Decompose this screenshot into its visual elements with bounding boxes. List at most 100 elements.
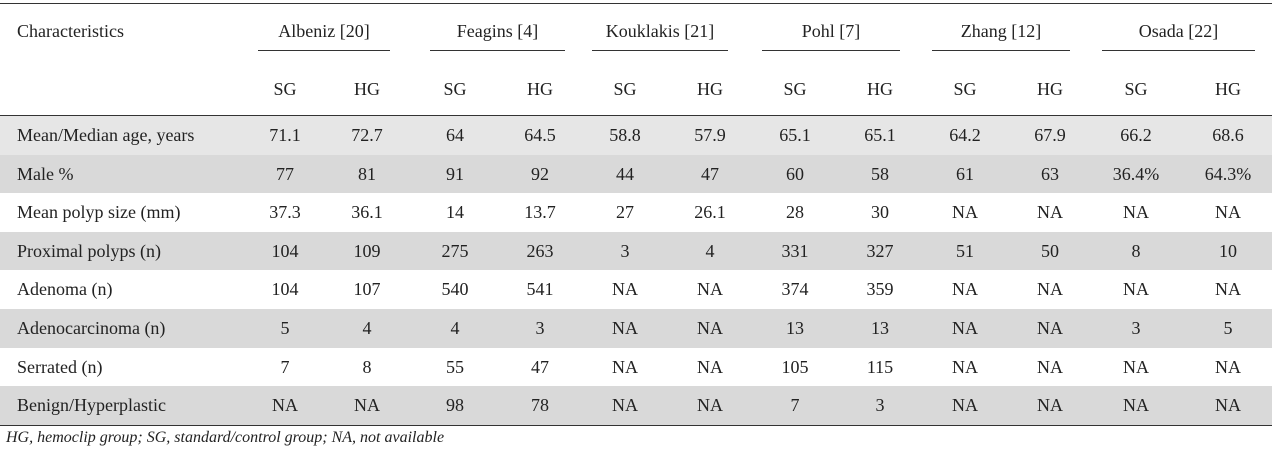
cell: 3 <box>1131 318 1141 338</box>
cell: 50 <box>1041 240 1059 261</box>
cell: NA <box>952 356 978 377</box>
cell: 331 <box>781 240 809 261</box>
cell: 3 <box>535 318 545 338</box>
group-header: Pohl [7] <box>801 21 861 41</box>
cell: NA <box>1037 318 1063 338</box>
row-label: Benign/Hyperplastic <box>17 395 166 416</box>
cell: 275 <box>441 240 469 261</box>
row-label: Adenoma (n) <box>17 279 113 300</box>
cell: 3 <box>875 395 885 416</box>
cell: 71.1 <box>269 125 301 145</box>
cell: 65.1 <box>864 125 896 145</box>
cell: 91 <box>446 163 464 184</box>
row-background <box>0 116 1272 155</box>
cell: 92 <box>531 163 549 184</box>
group-header: Osada [22] <box>1138 21 1219 41</box>
subheader: SG <box>443 79 467 99</box>
cell: 359 <box>866 279 894 300</box>
cell: 47 <box>531 356 549 377</box>
cell: 67.9 <box>1034 125 1066 145</box>
group-header: Zhang [12] <box>960 21 1042 41</box>
cell: 540 <box>441 279 469 300</box>
cell: 30 <box>871 202 889 223</box>
row-label: Proximal polyps (n) <box>17 240 161 261</box>
subheader: SG <box>953 79 977 99</box>
cell: 81 <box>358 163 376 184</box>
cell: 78 <box>531 395 549 416</box>
cell: NA <box>952 318 978 338</box>
cell: NA <box>612 279 638 300</box>
cell: NA <box>1037 356 1063 377</box>
group-underline <box>932 50 1070 51</box>
row-background <box>0 386 1272 425</box>
header-first: Characteristics <box>17 21 124 41</box>
cell: 7 <box>790 395 800 416</box>
cell: 105 <box>781 356 809 377</box>
cell: NA <box>612 395 638 416</box>
cell: 8 <box>362 356 372 377</box>
cell: 64 <box>446 125 464 145</box>
cell: NA <box>272 395 298 416</box>
row-label: Male % <box>17 163 74 184</box>
group-header: Feagins [4] <box>456 21 539 41</box>
bottom-rule <box>0 425 1272 426</box>
cell: 27 <box>616 202 634 223</box>
cell: 36.4% <box>1112 163 1160 184</box>
group-underline <box>430 50 565 51</box>
cell: NA <box>952 202 978 223</box>
cell: 64.2 <box>949 125 981 145</box>
cell: NA <box>1123 202 1149 223</box>
cell: 57.9 <box>694 125 726 145</box>
cell: 107 <box>353 279 381 300</box>
row-label: Adenocarcinoma (n) <box>17 318 166 338</box>
cell: NA <box>1215 356 1241 377</box>
group-underline <box>592 50 728 51</box>
header-rule <box>0 115 1272 116</box>
cell: NA <box>697 279 723 300</box>
cell: 327 <box>866 240 894 261</box>
cell: 4 <box>450 318 460 338</box>
subheader: SG <box>783 79 807 99</box>
subheader: SG <box>613 79 637 99</box>
cell: 14 <box>446 202 464 223</box>
cell: 65.1 <box>779 125 811 145</box>
cell: 58.8 <box>609 125 641 145</box>
cell: 64.3% <box>1204 163 1252 184</box>
cell: NA <box>697 356 723 377</box>
cell: 10 <box>1219 240 1237 261</box>
cell: 26.1 <box>694 202 726 223</box>
subheader: HG <box>354 79 380 99</box>
cell: 8 <box>1131 240 1141 261</box>
cell: NA <box>612 356 638 377</box>
cell: NA <box>697 318 723 338</box>
row-label: Serrated (n) <box>17 356 103 377</box>
cell: 13 <box>871 318 889 338</box>
group-header: Kouklakis [21] <box>605 21 715 41</box>
cell: 374 <box>781 279 809 300</box>
cell: 4 <box>705 240 715 261</box>
cell: 47 <box>701 163 719 184</box>
subheader: HG <box>1215 79 1241 99</box>
cell: NA <box>1123 356 1149 377</box>
footnote: HG, hemoclip group; SG, standard/control… <box>6 429 445 446</box>
cell: 7 <box>280 356 290 377</box>
row-background <box>0 309 1272 348</box>
group-header: Albeniz [20] <box>278 21 370 41</box>
cell: 72.7 <box>351 125 383 145</box>
group-underline <box>1102 50 1255 51</box>
cell: 51 <box>956 240 974 261</box>
cell: 5 <box>280 318 290 338</box>
cell: NA <box>952 395 978 416</box>
cell: NA <box>1037 279 1063 300</box>
subheader: SG <box>1124 79 1148 99</box>
cell: NA <box>1037 395 1063 416</box>
cell: NA <box>1215 279 1241 300</box>
row-label: Mean/Median age, years <box>17 125 195 145</box>
cell: 68.6 <box>1212 125 1244 145</box>
row-label: Mean polyp size (mm) <box>17 202 181 223</box>
top-rule <box>0 3 1272 4</box>
cell: 66.2 <box>1120 125 1152 145</box>
cell: 541 <box>526 279 554 300</box>
cell: 115 <box>866 356 894 377</box>
